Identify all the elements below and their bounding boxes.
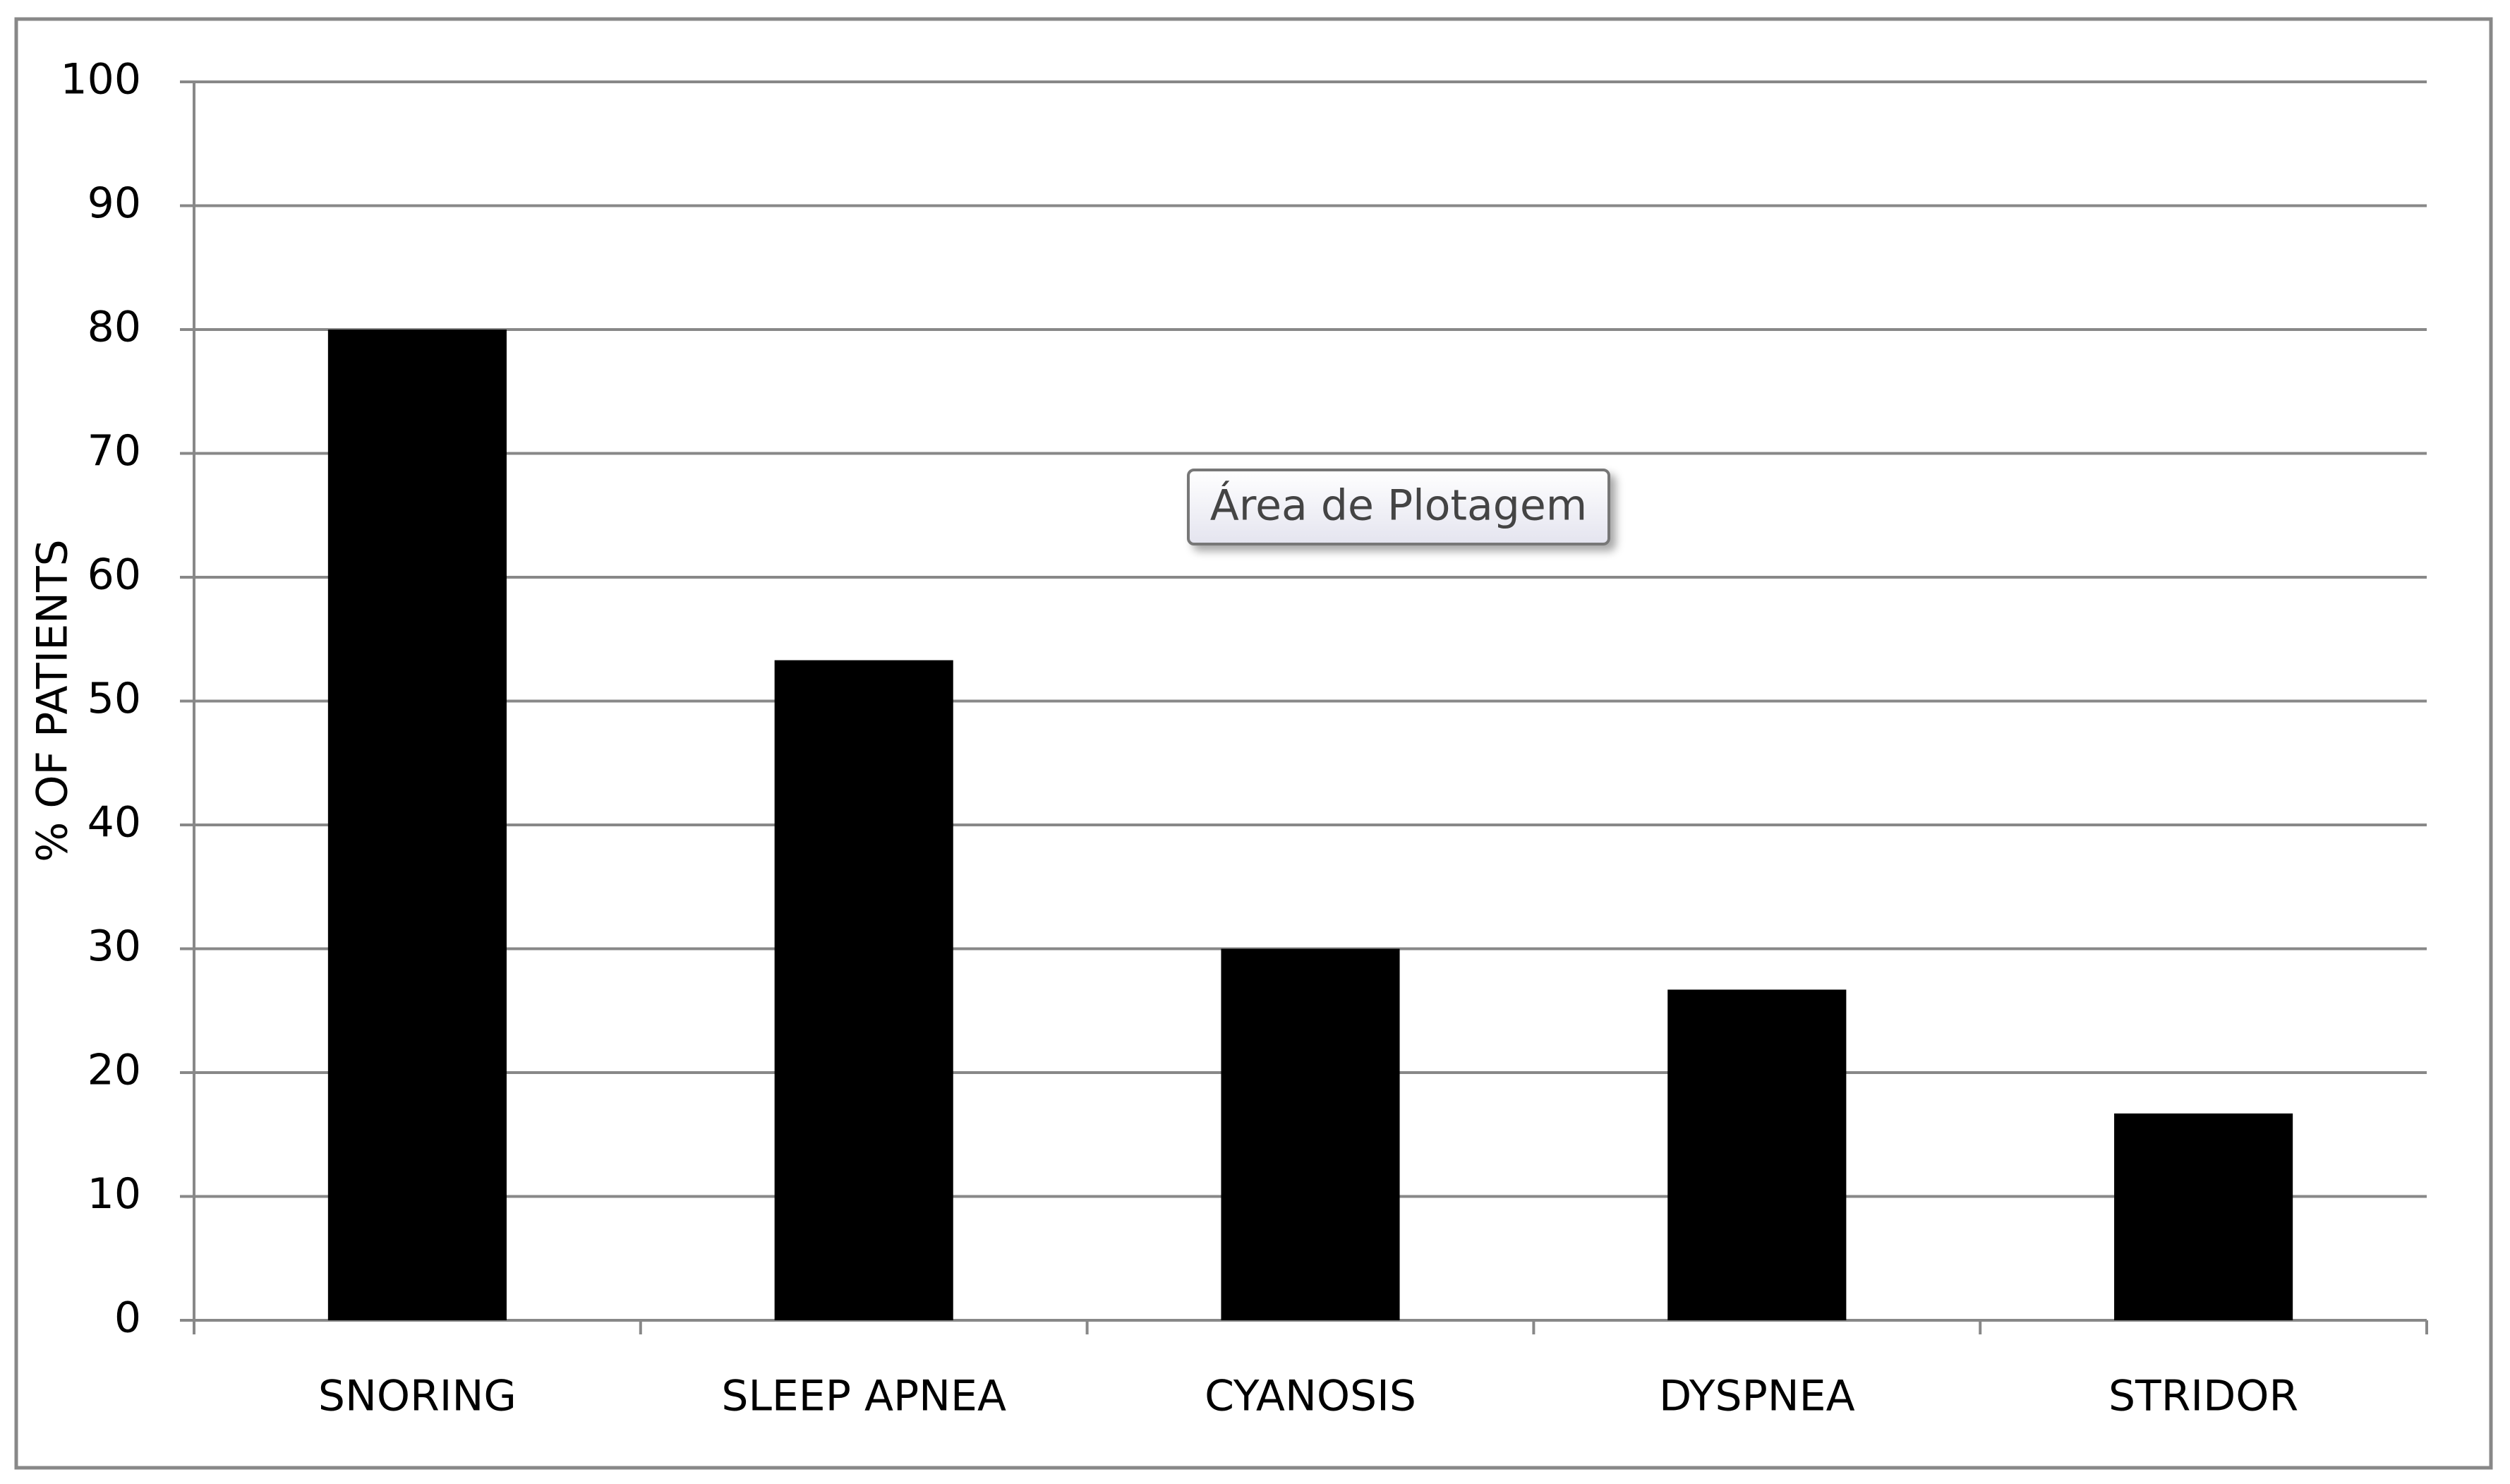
bar — [1221, 948, 1400, 1320]
y-tick-label: 0 — [114, 1293, 141, 1343]
y-tick-label: 100 — [60, 55, 141, 104]
y-tick-label: 40 — [88, 798, 141, 847]
tooltip-box — [1187, 469, 1610, 545]
x-tick-label: SNORING — [318, 1372, 517, 1421]
bar — [327, 330, 507, 1320]
x-tick-label: SLEEP APNEA — [721, 1372, 1006, 1421]
bar — [774, 660, 953, 1320]
x-tick-label: DYSPNEA — [1659, 1372, 1855, 1421]
y-tick-label: 60 — [88, 550, 141, 600]
bar — [1667, 989, 1847, 1320]
y-axis-label: % OF PATIENTS — [28, 539, 78, 862]
y-tick-label: 20 — [88, 1046, 141, 1095]
tooltip-text: Área de Plotagem — [1210, 481, 1588, 531]
y-tick-label: 30 — [88, 922, 141, 971]
tooltip: Área de Plotagem — [1187, 469, 1610, 545]
x-tick-label: STRIDOR — [2108, 1372, 2298, 1421]
y-tick-label: 80 — [88, 303, 141, 352]
bar — [2114, 1113, 2293, 1320]
y-tick-label: 10 — [88, 1169, 141, 1219]
x-tick-label: CYANOSIS — [1205, 1372, 1416, 1421]
y-tick-label: 50 — [88, 674, 141, 723]
y-tick-label: 70 — [88, 426, 141, 476]
y-tick-label: 90 — [88, 179, 141, 228]
